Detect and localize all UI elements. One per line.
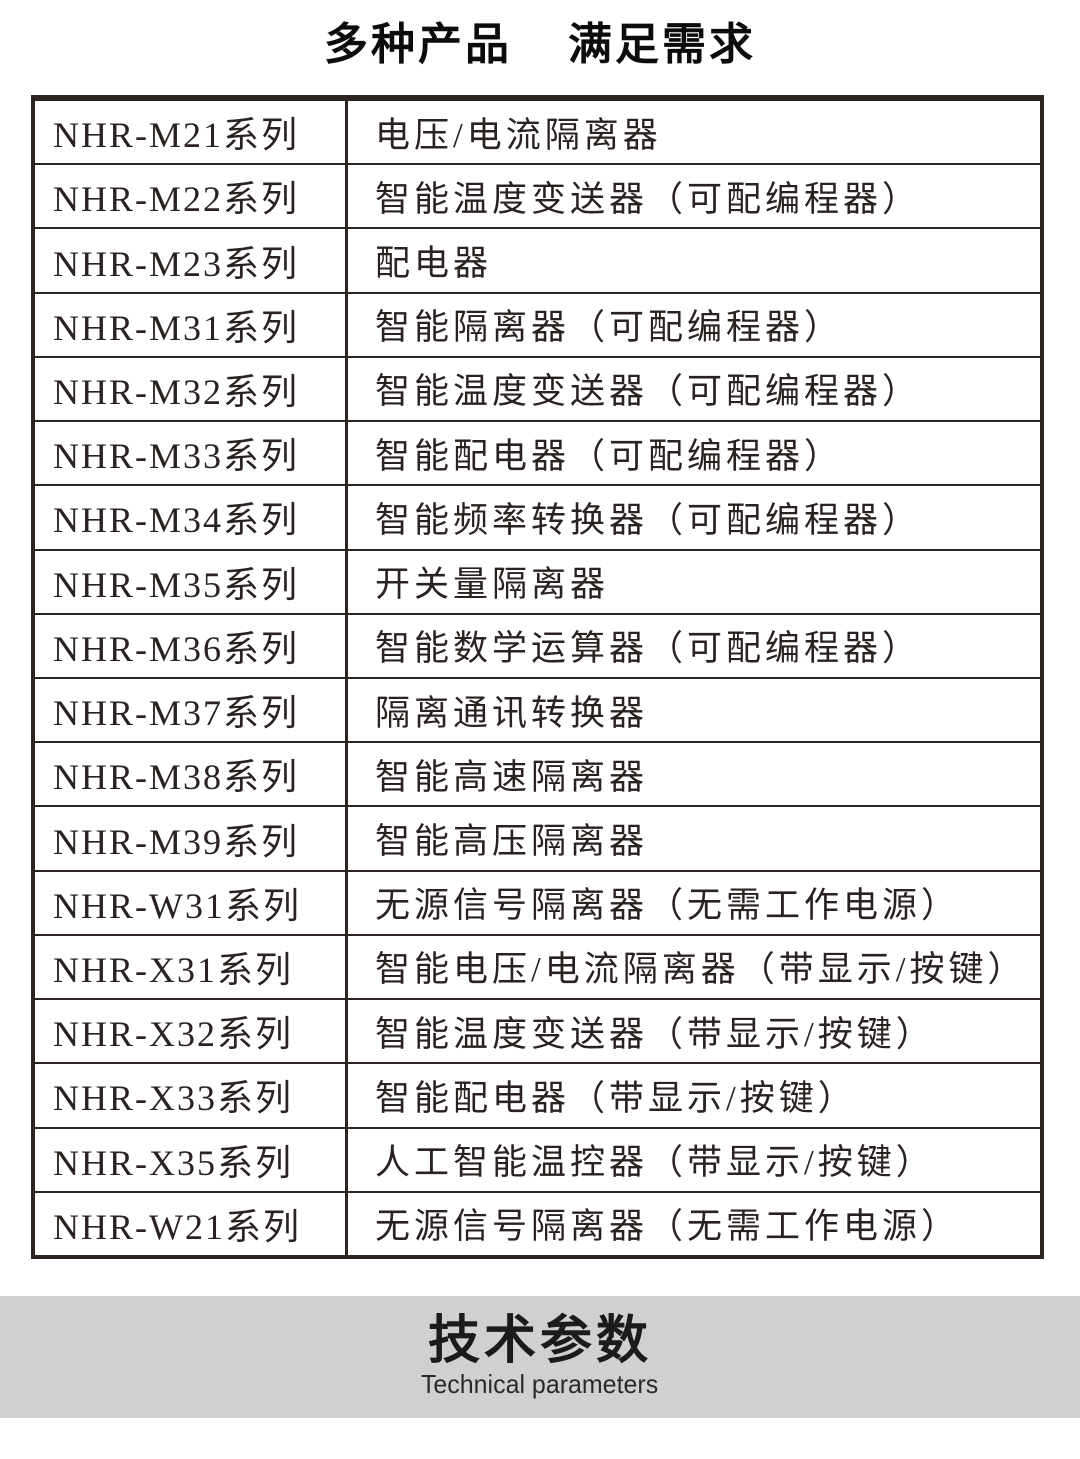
description-cell: 智能数学运算器（可配编程器） — [375, 629, 922, 669]
series-cell: NHR-X35系列 — [35, 1128, 348, 1191]
series-cell: NHR-M36系列 — [35, 614, 348, 677]
description-cell: 智能电压/电流隔离器（带显示/按键） — [375, 950, 1027, 990]
description-cell: 智能高压隔离器 — [375, 822, 649, 862]
description-cell: 无源信号隔离器（无需工作电源） — [375, 886, 961, 926]
table-row: NHR-M21系列 电压/电流隔离器 — [35, 99, 1040, 164]
description-cell: 配电器 — [375, 244, 493, 284]
technical-parameters-heading: 技术参数 — [427, 1311, 652, 1370]
description-cell: 智能高速隔离器 — [375, 757, 649, 797]
table-row: NHR-M33系列 智能配电器（可配编程器） — [35, 420, 1040, 485]
series-cell: NHR-M39系列 — [35, 807, 348, 870]
page-title-part2: 满足需求 — [568, 20, 756, 69]
series-cell: NHR-M34系列 — [35, 486, 348, 549]
table-row: NHR-M39系列 智能高压隔离器 — [35, 805, 1040, 870]
description-cell: 隔离通讯转换器 — [375, 693, 649, 733]
series-cell: NHR-X32系列 — [35, 1000, 348, 1063]
series-cell: NHR-W21系列 — [35, 1192, 348, 1255]
technical-parameters-band: 技术参数 Technical parameters — [0, 1296, 1080, 1418]
table-row: NHR-M37系列 隔离通讯转换器 — [35, 676, 1040, 742]
page-title: 多种产品 满足需求 — [0, 8, 1080, 72]
series-cell: NHR-M33系列 — [35, 422, 348, 485]
description-cell: 智能频率转换器（可配编程器） — [375, 500, 922, 540]
series-cell: NHR-X31系列 — [35, 935, 348, 999]
table-row: NHR-M34系列 智能频率转换器（可配编程器） — [35, 484, 1040, 549]
table-row: NHR-M31系列 智能隔离器（可配编程器） — [35, 291, 1040, 356]
description-cell: 电压/电流隔离器 — [375, 115, 662, 155]
product-table: NHR-M21系列 电压/电流隔离器 NHR-M22系列 智能温度变送器（可配编… — [31, 95, 1044, 1259]
description-cell: 智能温度变送器（带显示/按键） — [375, 1014, 935, 1054]
series-cell: NHR-M31系列 — [35, 293, 348, 356]
technical-parameters-subheading: Technical parameters — [421, 1369, 659, 1400]
series-cell: NHR-W31系列 — [35, 871, 348, 934]
table-row: NHR-X32系列 智能温度变送器（带显示/按键） — [35, 998, 1040, 1063]
table-row: NHR-W21系列 无源信号隔离器（无需工作电源） — [35, 1190, 1040, 1255]
description-cell: 人工智能温控器（带显示/按键） — [375, 1143, 935, 1183]
description-cell: 智能隔离器（可配编程器） — [375, 308, 844, 348]
page-title-part1: 多种产品 — [324, 20, 512, 69]
table-row: NHR-M38系列 智能高速隔离器 — [35, 741, 1040, 806]
description-cell: 智能温度变送器（可配编程器） — [375, 179, 922, 219]
table-row: NHR-M35系列 开关量隔离器 — [35, 548, 1040, 613]
description-cell: 无源信号隔离器（无需工作电源） — [375, 1207, 961, 1247]
table-row: NHR-M23系列 配电器 — [35, 227, 1040, 292]
table-row: NHR-M36系列 智能数学运算器（可配编程器） — [35, 612, 1040, 677]
table-row: NHR-M32系列 智能温度变送器（可配编程器） — [35, 355, 1040, 421]
table-row: NHR-W31系列 无源信号隔离器（无需工作电源） — [35, 869, 1040, 934]
series-cell: NHR-M23系列 — [35, 229, 348, 292]
series-cell: NHR-M35系列 — [35, 550, 348, 613]
table-row: NHR-X31系列 智能电压/电流隔离器（带显示/按键） — [35, 933, 1040, 999]
series-cell: NHR-M37系列 — [35, 678, 348, 742]
description-cell: 智能配电器（带显示/按键） — [375, 1078, 857, 1118]
series-cell: NHR-M21系列 — [35, 101, 348, 164]
series-cell: NHR-X33系列 — [35, 1064, 348, 1127]
series-cell: NHR-M38系列 — [35, 743, 348, 806]
table-row: NHR-X35系列 人工智能温控器（带显示/按键） — [35, 1126, 1040, 1191]
description-cell: 开关量隔离器 — [375, 565, 610, 605]
description-cell: 智能温度变送器（可配编程器） — [375, 372, 922, 412]
description-cell: 智能配电器（可配编程器） — [375, 436, 844, 476]
table-row: NHR-M22系列 智能温度变送器（可配编程器） — [35, 163, 1040, 228]
series-cell: NHR-M32系列 — [35, 357, 348, 421]
table-row: NHR-X33系列 智能配电器（带显示/按键） — [35, 1062, 1040, 1127]
series-cell: NHR-M22系列 — [35, 165, 348, 228]
